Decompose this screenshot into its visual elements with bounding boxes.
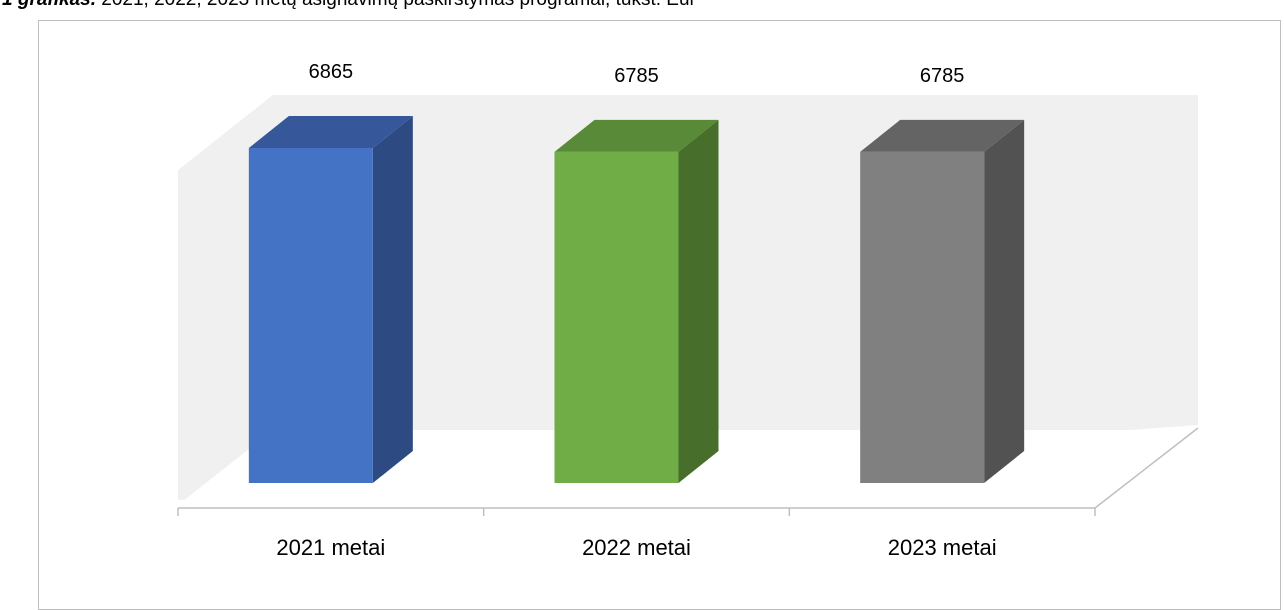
data-label-1: 6865 — [309, 61, 354, 83]
column-chart-3d: 6865 2021 metai 6785 2022 metai 6785 2023 met… — [177, 61, 1199, 560]
floor-right-edge — [1094, 427, 1199, 509]
bar-side-face — [678, 119, 719, 483]
bar-top-face — [248, 116, 413, 148]
bar-2 — [554, 119, 719, 483]
bar-3 — [860, 119, 1025, 483]
category-label-3: 2023 metai — [888, 535, 997, 560]
bar-front-face — [248, 148, 373, 483]
chart-caption: 1 grafikas. 2021, 2022, 2023 metų asigna… — [2, 0, 696, 11]
bar-side-face — [984, 119, 1025, 483]
caption-text: 2021, 2022, 2023 metų asignavimų paskirs… — [96, 0, 696, 10]
data-label-3: 6785 — [920, 65, 965, 87]
bar-top-face — [554, 119, 719, 152]
category-label-2: 2022 metai — [582, 535, 691, 560]
bar-front-face — [860, 151, 985, 483]
caption-number: 1 grafikas. — [2, 0, 96, 10]
bar-side-face — [372, 116, 413, 483]
bar-1 — [248, 116, 413, 483]
category-label-1: 2021 metai — [276, 535, 385, 560]
data-label-2: 6785 — [614, 65, 659, 87]
bar-top-face — [860, 119, 1025, 152]
bar-front-face — [554, 151, 679, 483]
